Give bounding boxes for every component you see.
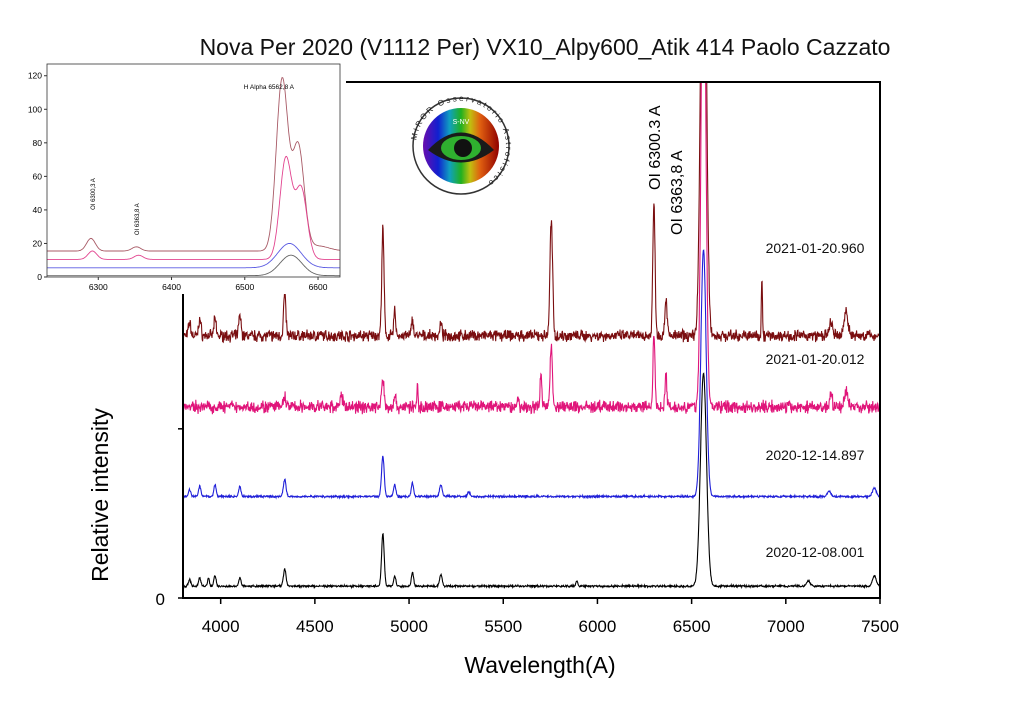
x-tick-label: 6500 bbox=[673, 617, 711, 636]
inset-x-tick-label: 6600 bbox=[309, 282, 328, 292]
inset-x-tick-label: 6400 bbox=[162, 282, 181, 292]
inset-y-tick-label: 100 bbox=[28, 104, 42, 114]
series-label: 2021-01-20.012 bbox=[766, 351, 865, 367]
x-tick-label: 7000 bbox=[767, 617, 805, 636]
line-annotation: OI 6300.3 A bbox=[647, 105, 664, 190]
inset-series-line-3 bbox=[47, 254, 340, 277]
inset-series-line-2 bbox=[47, 243, 340, 269]
inset-annotation: OI 6300,3 A bbox=[91, 178, 97, 210]
series-label: 2021-01-20.960 bbox=[766, 240, 865, 256]
x-tick-label: 7500 bbox=[861, 617, 899, 636]
inset-y-tick-label: 40 bbox=[33, 205, 43, 215]
logo-inner-text: S-NV bbox=[453, 119, 470, 126]
series-group bbox=[183, 82, 880, 590]
inset-y-tick-label: 120 bbox=[28, 71, 42, 81]
inset-plot: 6300 6400 6500 6600 0 20 40 60 80 100 120 OI 6300,3… bbox=[28, 58, 346, 294]
series-line-1 bbox=[183, 82, 880, 415]
miror-logo: S-NV MIROR Osservatorio Astrofisico bbox=[409, 94, 511, 195]
series-line-2 bbox=[183, 249, 880, 500]
main-plot: 2021-01-20.960 2021-01-20.012 2020-12-14.8… bbox=[156, 81, 899, 636]
inset-x-tick-label: 6500 bbox=[235, 282, 254, 292]
inset-annotation: OI 6363,8 A bbox=[135, 203, 141, 235]
series-line-0 bbox=[183, 82, 880, 344]
inset-annotation: H Alpha 6562,8 A bbox=[244, 84, 295, 91]
series-label: 2020-12-14.897 bbox=[766, 447, 865, 463]
line-annotation: OI 6363,8 A bbox=[669, 150, 686, 235]
inset-series-line-1 bbox=[47, 155, 340, 260]
inset-frame bbox=[46, 63, 341, 278]
inset-series-group bbox=[47, 76, 340, 277]
inset-x-tick-label: 6300 bbox=[89, 282, 108, 292]
x-tick-label: 5500 bbox=[484, 617, 522, 636]
inset-background bbox=[28, 58, 346, 294]
inset-y-tick-label: 80 bbox=[33, 138, 43, 148]
chart-title: Nova Per 2020 (V1112 Per) VX10_Alpy600_A… bbox=[200, 34, 891, 60]
x-tick-label: 5000 bbox=[390, 617, 428, 636]
inset-y-tick-label: 0 bbox=[37, 272, 42, 282]
x-tick-label: 4500 bbox=[296, 617, 334, 636]
inset-y-tick-label: 20 bbox=[33, 238, 43, 248]
x-tick-label: 4000 bbox=[202, 617, 240, 636]
x-tick-label: 6000 bbox=[579, 617, 617, 636]
inset-y-tick-label: 60 bbox=[33, 171, 43, 181]
y-tick-label: 0 bbox=[156, 590, 165, 609]
inset-series-line-0 bbox=[47, 76, 340, 252]
series-line-3 bbox=[183, 372, 880, 590]
series-label: 2020-12-08.001 bbox=[766, 544, 865, 560]
y-axis-label: Relative intensity bbox=[87, 408, 113, 582]
x-axis-label: Wavelength(A) bbox=[464, 652, 615, 678]
